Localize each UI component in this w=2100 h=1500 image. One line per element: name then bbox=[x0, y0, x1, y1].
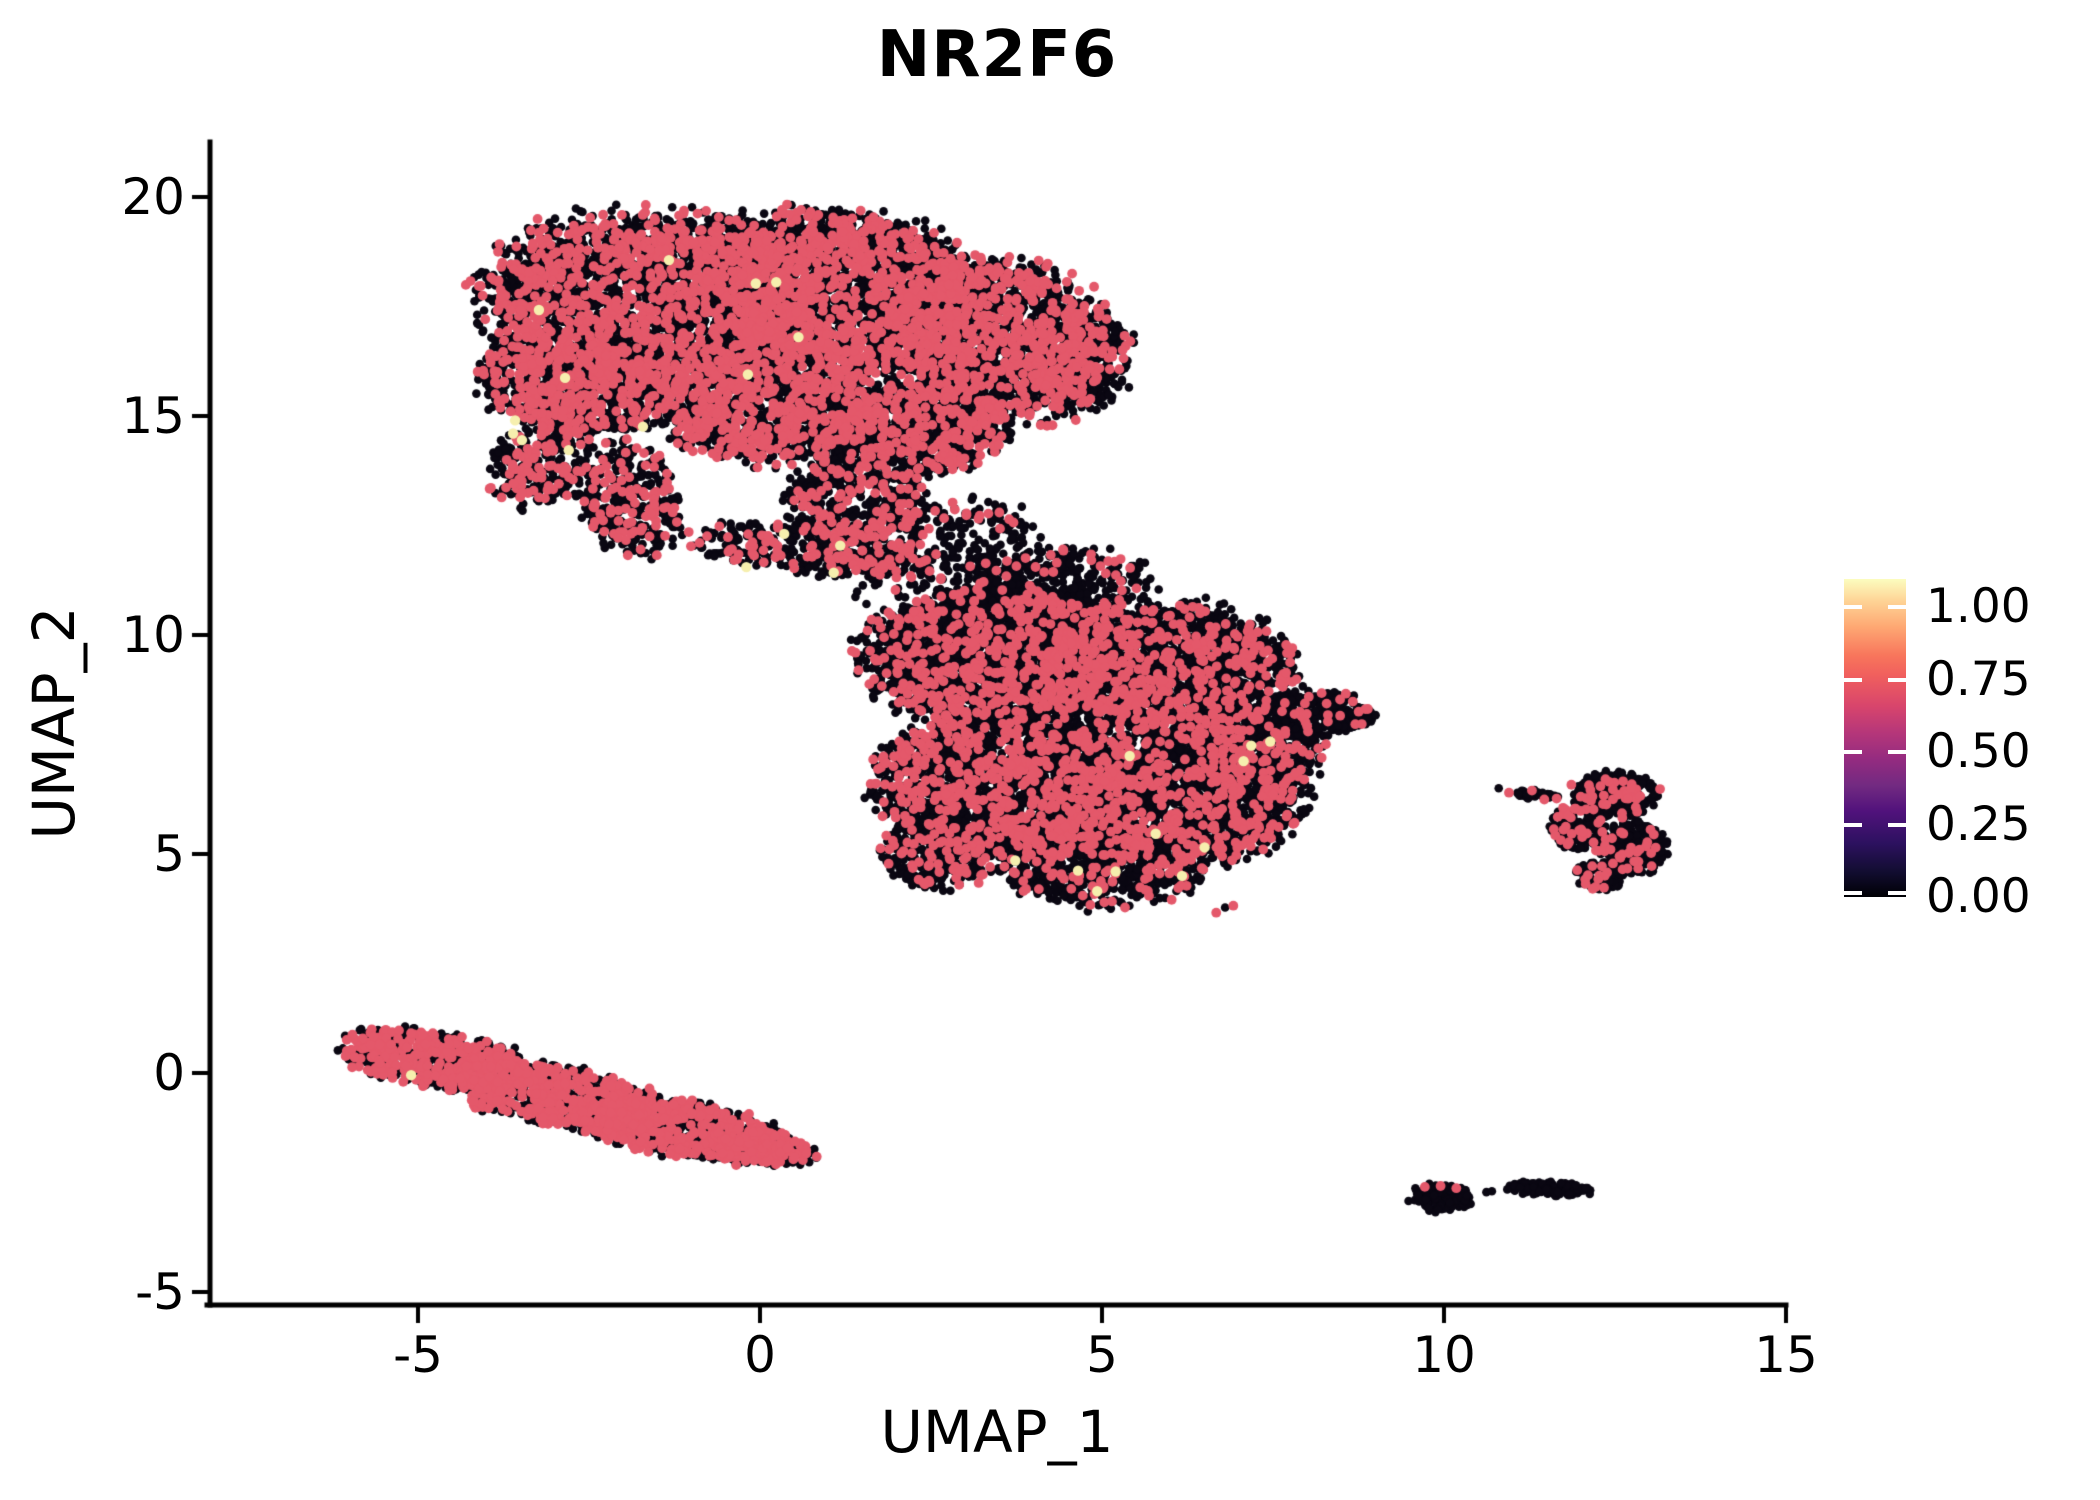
x-tick-label: 5 bbox=[1086, 1326, 1118, 1384]
y-tick-label: 5 bbox=[153, 825, 185, 883]
legend-tick-mark bbox=[1888, 605, 1906, 609]
x-axis-title: UMAP_1 bbox=[880, 1398, 1114, 1466]
y-tick-label: 10 bbox=[121, 606, 185, 664]
legend-tick-label: 0.75 bbox=[1926, 651, 2031, 707]
y-tick-label: 15 bbox=[121, 387, 185, 445]
y-tick-label: -5 bbox=[135, 1263, 185, 1321]
legend-tick-mark bbox=[1888, 822, 1906, 827]
legend-tick-mark bbox=[1844, 605, 1862, 609]
legend-colorbar bbox=[1844, 579, 1906, 897]
legend-tick-mark bbox=[1844, 891, 1862, 895]
y-tick-label: 0 bbox=[153, 1044, 185, 1102]
legend-tick-label: 1.00 bbox=[1926, 579, 2031, 634]
legend-tick-label: 0.50 bbox=[1926, 724, 2031, 779]
legend-tick-mark bbox=[1844, 822, 1862, 827]
legend-tick-mark bbox=[1888, 750, 1906, 754]
x-tick-label: 15 bbox=[1754, 1326, 1818, 1384]
legend-tick-mark bbox=[1844, 750, 1862, 754]
x-tick-label: -5 bbox=[393, 1326, 443, 1384]
y-axis-title: UMAP_2 bbox=[20, 606, 88, 840]
plot-title: NR2F6 bbox=[876, 18, 1118, 92]
legend-tick-mark bbox=[1888, 677, 1906, 682]
legend-tick-mark bbox=[1844, 677, 1862, 682]
legend-tick-mark bbox=[1888, 891, 1906, 895]
legend-tick-label: 0.25 bbox=[1926, 796, 2031, 852]
x-tick-label: 0 bbox=[744, 1326, 776, 1384]
x-tick-label: 10 bbox=[1412, 1326, 1476, 1384]
y-tick-label: 20 bbox=[121, 168, 185, 226]
legend-tick-label: 0.00 bbox=[1926, 869, 2031, 924]
